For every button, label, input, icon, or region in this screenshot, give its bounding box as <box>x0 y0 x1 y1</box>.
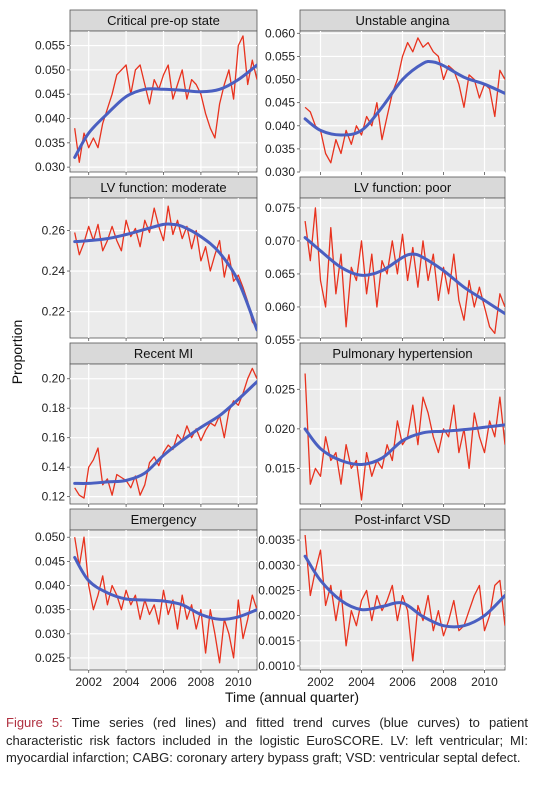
y-tick-label: 0.0010 <box>258 659 295 673</box>
trend-curve <box>303 59 505 137</box>
y-tick-label: 0.12 <box>42 490 66 504</box>
trend-curve <box>73 222 257 332</box>
y-tick-label: 0.14 <box>42 460 66 474</box>
panel-title: Critical pre-op state <box>107 13 220 28</box>
panel-title: Unstable angina <box>356 13 451 28</box>
x-tick-label: 2006 <box>389 675 416 689</box>
trend-curve <box>303 554 505 629</box>
y-tick-label: 0.18 <box>42 401 66 415</box>
trend-curve <box>303 236 505 316</box>
y-tick-label: 0.045 <box>35 554 65 568</box>
panel-unstable-angina: Unstable angina 0.030 0.035 0.040 0.045 0.050… <box>265 9 506 179</box>
panel-critical-pre-op-state: Critical pre-op state 0.030 0.035 0.040 0.04… <box>35 9 258 175</box>
x-tick-label: 2004 <box>113 675 140 689</box>
y-tick-label: 0.025 <box>265 382 295 396</box>
panel-lv-function-moderate: LV function: moderate 0.22 0.24 0.26 <box>42 176 258 341</box>
y-tick-label: 0.22 <box>42 305 66 319</box>
y-tick-label: 0.055 <box>265 49 295 63</box>
panel-pulmonary-hypertension: Pulmonary hypertension 0.015 0.020 0.025 <box>265 342 506 507</box>
y-axis-label: Proportion <box>9 320 25 385</box>
x-tick-label: 2002 <box>307 675 334 689</box>
y-tick-label: 0.16 <box>42 431 66 445</box>
panel-title: Post-infarct VSD <box>354 512 450 527</box>
panel-title: Pulmonary hypertension <box>332 346 472 361</box>
panel-title: LV function: poor <box>354 180 452 195</box>
panel-title: LV function: moderate <box>100 180 226 195</box>
y-tick-label: 0.050 <box>35 63 65 77</box>
x-tick-label: 2004 <box>348 675 375 689</box>
y-tick-label: 0.075 <box>265 201 295 215</box>
y-tick-label: 0.0025 <box>258 583 295 597</box>
y-tick-label: 0.0020 <box>258 609 295 623</box>
panel-post-infarct-vsd: Post-infarct VSD 0.0010 0.0015 0.0020 0.0025… <box>258 508 506 689</box>
trend-curve <box>73 63 257 159</box>
x-axis-label: Time (annual quarter) <box>225 689 359 705</box>
y-tick-label: 0.060 <box>265 26 295 40</box>
y-tick-label: 0.025 <box>35 651 65 665</box>
panel-title: Recent MI <box>134 346 193 361</box>
y-tick-label: 0.020 <box>265 422 295 436</box>
observed-series-line <box>304 37 505 164</box>
panel-emergency: Emergency 0.025 0.030 0.035 0.040 0.045 0.050 2… <box>35 508 258 689</box>
x-tick-label: 2010 <box>471 675 498 689</box>
x-tick-label: 2008 <box>430 675 457 689</box>
panel-lv-function-poor: LV function: poor 0.055 0.060 0.065 0.070 0.0… <box>265 176 506 347</box>
y-tick-label: 0.015 <box>265 461 295 475</box>
y-tick-label: 0.050 <box>35 530 65 544</box>
trend-curve <box>73 380 257 485</box>
panel-title: Emergency <box>131 512 197 527</box>
y-tick-label: 0.040 <box>265 119 295 133</box>
y-tick-label: 0.035 <box>265 142 295 156</box>
y-tick-label: 0.045 <box>35 87 65 101</box>
x-tick-label: 2008 <box>188 675 215 689</box>
x-tick-label: 2006 <box>150 675 177 689</box>
y-tick-label: 0.030 <box>265 165 295 179</box>
y-tick-label: 0.035 <box>35 136 65 150</box>
y-tick-label: 0.050 <box>265 73 295 87</box>
y-tick-label: 0.040 <box>35 579 65 593</box>
trend-curve <box>303 423 505 467</box>
figure-canvas: Proportion Time (annual quarter) Critica… <box>9 9 506 705</box>
x-tick-label: 2010 <box>225 675 252 689</box>
y-tick-label: 0.065 <box>265 267 295 281</box>
y-tick-label: 0.035 <box>35 603 65 617</box>
y-tick-label: 0.055 <box>265 333 295 347</box>
y-tick-label: 0.030 <box>35 160 65 174</box>
y-tick-label: 0.070 <box>265 234 295 248</box>
x-tick-label: 2002 <box>75 675 102 689</box>
y-tick-label: 0.20 <box>42 372 66 386</box>
y-tick-label: 0.0030 <box>258 558 295 572</box>
y-tick-label: 0.060 <box>265 300 295 314</box>
y-tick-label: 0.040 <box>35 112 65 126</box>
y-tick-label: 0.26 <box>42 223 66 237</box>
y-tick-label: 0.0035 <box>258 533 295 547</box>
trend-curve <box>73 556 257 621</box>
y-tick-label: 0.24 <box>42 264 66 278</box>
panel-recent-mi: Recent MI 0.12 0.14 0.16 0.18 0.20 <box>42 342 258 507</box>
caption-text: Time series (red lines) and fitted trend… <box>6 715 528 765</box>
y-tick-label: 0.030 <box>35 627 65 641</box>
y-tick-label: 0.055 <box>35 39 65 53</box>
y-tick-label: 0.045 <box>265 96 295 110</box>
caption-lead: Figure 5: <box>6 715 63 730</box>
y-tick-label: 0.0015 <box>258 634 295 648</box>
figure-caption: Figure 5: Time series (red lines) and fi… <box>6 714 528 767</box>
